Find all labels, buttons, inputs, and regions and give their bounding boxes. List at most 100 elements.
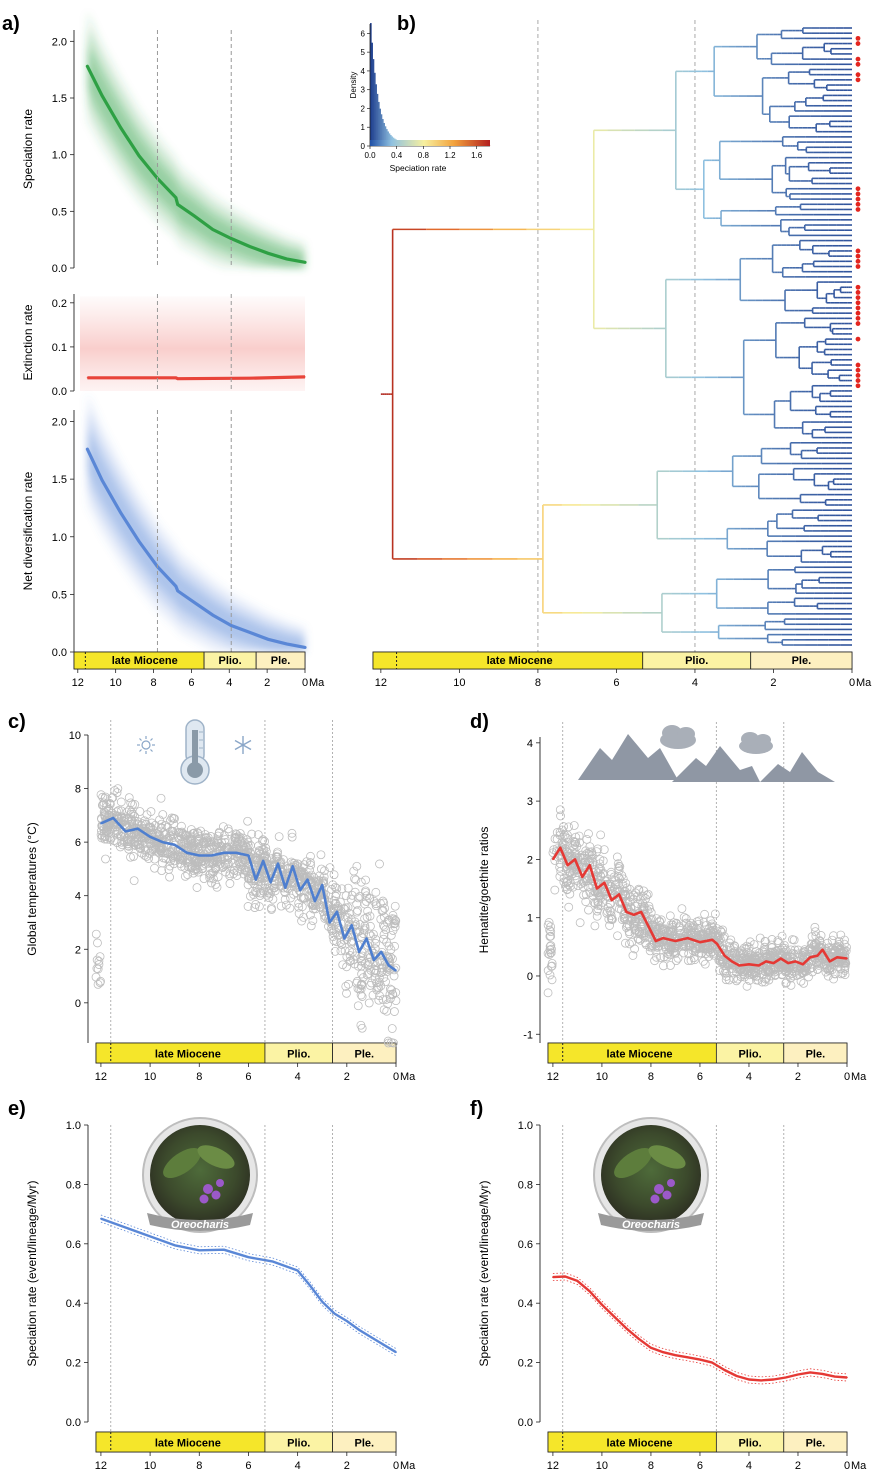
scatter-point — [235, 829, 245, 838]
scatter-point — [752, 962, 761, 972]
scatter-point — [211, 880, 221, 889]
scatter-point — [571, 849, 581, 859]
rate-point — [395, 1351, 397, 1354]
scatter-point — [617, 915, 627, 924]
scatter-point — [306, 858, 315, 867]
panel-a: 0.0 0.5 1.0 1.5 2.0 Speciation rate 0.0 0.1 0.2 E… — [21, 11, 325, 689]
scatter-point — [668, 920, 678, 930]
x-tick-label: 4 — [692, 677, 698, 689]
scatter-point — [213, 872, 223, 882]
scatter-point — [382, 937, 392, 947]
rate-point — [552, 1276, 554, 1278]
scatter-point — [157, 866, 167, 875]
scatter-point — [563, 834, 573, 843]
scatter-point — [95, 978, 105, 988]
scatter-point — [807, 932, 817, 941]
rate-point — [674, 1354, 677, 1356]
scatter-point — [100, 832, 109, 842]
scatter-point — [840, 935, 849, 945]
scatter-point — [748, 969, 757, 979]
scatter-point — [380, 903, 390, 913]
scatter-point — [165, 872, 174, 882]
x-tick-label: 8 — [150, 677, 156, 689]
inset-y-tick-label: 6 — [361, 29, 366, 38]
trend-point — [772, 962, 775, 964]
rate-point — [797, 1373, 799, 1376]
scatter-point — [353, 906, 363, 915]
scatter-point — [840, 961, 850, 971]
scatter-point — [172, 850, 182, 860]
scatter-point — [706, 926, 716, 936]
scatter-point — [340, 946, 350, 956]
rate-point — [699, 1358, 701, 1361]
scatter-point — [621, 938, 630, 948]
scatter-point — [101, 854, 110, 864]
trend-point — [235, 852, 237, 854]
scatter-point — [632, 892, 642, 901]
trend-point — [647, 925, 650, 928]
scatter-point — [625, 929, 634, 939]
rate-point — [613, 1315, 615, 1318]
y-tick-label: 0.8 — [66, 1179, 81, 1191]
scatter-point — [319, 872, 329, 882]
photo-caption: Oreocharis — [171, 1219, 229, 1231]
scatter-point — [385, 990, 395, 999]
scatter-point — [701, 949, 711, 959]
scatter-point — [738, 949, 748, 959]
scatter-point — [543, 988, 553, 998]
tip-marker — [855, 362, 861, 368]
rate-line — [552, 1275, 848, 1382]
scatter-point — [788, 971, 798, 981]
scatter-point — [572, 876, 582, 885]
trend-point — [299, 889, 301, 892]
rate-point — [735, 1375, 738, 1377]
x-tick-label: 8 — [648, 1071, 654, 1083]
scatter-point — [379, 973, 389, 982]
scatter-point — [144, 854, 154, 863]
scatter-point — [366, 921, 375, 931]
scatter-point — [362, 970, 372, 980]
scatter-point — [205, 857, 215, 867]
x-tick-label: 6 — [697, 1460, 703, 1472]
scatter-point — [306, 910, 315, 920]
trend-point — [618, 893, 620, 896]
scatter-point — [625, 884, 635, 894]
scatter-point — [129, 852, 138, 861]
trend-point — [336, 910, 338, 913]
scatter-point — [546, 922, 556, 932]
data-point — [193, 601, 195, 604]
epoch-label: Plio. — [287, 1437, 310, 1449]
y-tick-label: 0 — [527, 971, 533, 983]
scatter-point — [247, 829, 257, 839]
x-tick-label: 4 — [746, 1460, 752, 1472]
panel-label-c: c) — [8, 711, 26, 733]
scatter-point — [254, 841, 263, 851]
scatter-point — [345, 957, 355, 966]
panel-label-e: e) — [8, 1098, 26, 1120]
epoch-label: Plio. — [738, 1437, 761, 1449]
scatter-point — [721, 975, 731, 985]
scatter-point — [374, 995, 384, 1005]
scatter-point — [266, 885, 276, 895]
scatter-point — [555, 862, 565, 872]
histogram-bar — [374, 72, 376, 146]
scatter-point — [169, 859, 179, 869]
inset-ticks: 0.0 0.4 0.8 1.2 1.6 0 1 2 3 4 5 6 — [361, 29, 483, 160]
y-axis-label: Extinction rate — [21, 304, 35, 380]
data-point — [119, 126, 122, 129]
epoch-label: Ple. — [806, 1048, 826, 1060]
data-point — [177, 203, 179, 206]
scatter-point — [770, 951, 780, 961]
scatter-point — [366, 931, 376, 941]
y-tick-label: 0.0 — [52, 647, 67, 659]
scatter-point — [223, 855, 232, 865]
scatter-point — [763, 967, 773, 976]
scatter-point — [364, 998, 374, 1008]
rate-point — [650, 1346, 652, 1349]
scatter-point — [308, 916, 318, 926]
scatter-point — [755, 953, 765, 963]
data-point — [304, 261, 306, 263]
rate-point — [784, 1376, 787, 1379]
scatter-point — [760, 942, 770, 952]
scatter-point — [749, 967, 759, 977]
